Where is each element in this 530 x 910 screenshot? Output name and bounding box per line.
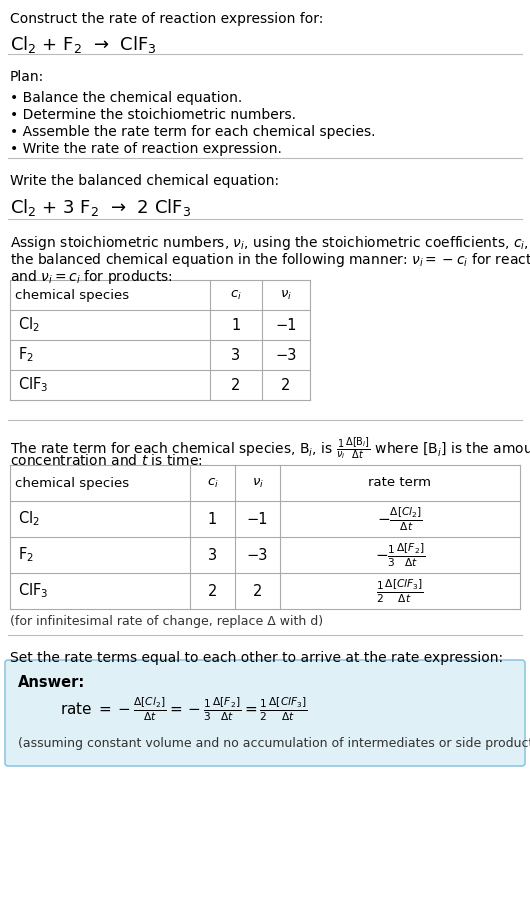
Text: the balanced chemical equation in the following manner: $\nu_i = -c_i$ for react: the balanced chemical equation in the fo…	[10, 251, 530, 269]
Text: ClF$_3$: ClF$_3$	[18, 376, 48, 394]
Text: 2: 2	[208, 583, 217, 599]
FancyBboxPatch shape	[5, 660, 525, 766]
Text: $\nu_i$: $\nu_i$	[280, 288, 292, 301]
Text: Cl$_2$: Cl$_2$	[18, 510, 40, 529]
Text: $c_i$: $c_i$	[230, 288, 242, 301]
Text: F$_2$: F$_2$	[18, 346, 34, 364]
Text: • Balance the chemical equation.: • Balance the chemical equation.	[10, 91, 242, 105]
Text: Set the rate terms equal to each other to arrive at the rate expression:: Set the rate terms equal to each other t…	[10, 651, 503, 665]
Text: $-\frac{\Delta[Cl_2]}{\Delta t}$: $-\frac{\Delta[Cl_2]}{\Delta t}$	[377, 505, 423, 533]
Text: 1: 1	[208, 511, 217, 527]
Text: 2: 2	[253, 583, 262, 599]
Text: −1: −1	[247, 511, 268, 527]
Text: (for infinitesimal rate of change, replace Δ with d): (for infinitesimal rate of change, repla…	[10, 615, 323, 628]
Text: −3: −3	[247, 548, 268, 562]
Text: • Assemble the rate term for each chemical species.: • Assemble the rate term for each chemic…	[10, 125, 375, 139]
Text: Cl$_2$ + F$_2$  →  ClF$_3$: Cl$_2$ + F$_2$ → ClF$_3$	[10, 34, 157, 55]
Text: concentration and $t$ is time:: concentration and $t$ is time:	[10, 453, 202, 468]
Text: 1: 1	[232, 318, 241, 332]
Text: Cl$_2$ + 3 F$_2$  →  2 ClF$_3$: Cl$_2$ + 3 F$_2$ → 2 ClF$_3$	[10, 197, 191, 218]
Text: Write the balanced chemical equation:: Write the balanced chemical equation:	[10, 174, 279, 188]
Text: chemical species: chemical species	[15, 288, 129, 301]
Text: 3: 3	[208, 548, 217, 562]
Text: Answer:: Answer:	[18, 675, 85, 690]
Text: F$_2$: F$_2$	[18, 546, 34, 564]
Text: • Write the rate of reaction expression.: • Write the rate of reaction expression.	[10, 142, 282, 156]
Text: 3: 3	[232, 348, 241, 362]
Text: (assuming constant volume and no accumulation of intermediates or side products): (assuming constant volume and no accumul…	[18, 737, 530, 750]
Text: and $\nu_i = c_i$ for products:: and $\nu_i = c_i$ for products:	[10, 268, 173, 286]
Text: Construct the rate of reaction expression for:: Construct the rate of reaction expressio…	[10, 12, 323, 26]
Text: chemical species: chemical species	[15, 477, 129, 490]
Text: −3: −3	[275, 348, 297, 362]
Text: Plan:: Plan:	[10, 70, 44, 84]
Text: 2: 2	[281, 378, 290, 392]
Text: −1: −1	[275, 318, 297, 332]
Text: The rate term for each chemical species, B$_i$, is $\frac{1}{\nu_i}\frac{\Delta[: The rate term for each chemical species,…	[10, 436, 530, 462]
Text: $\nu_i$: $\nu_i$	[252, 477, 263, 490]
Text: 2: 2	[231, 378, 241, 392]
Text: $c_i$: $c_i$	[207, 477, 218, 490]
Text: rate term: rate term	[368, 477, 431, 490]
Text: rate $= -\frac{\Delta[Cl_2]}{\Delta t} = -\frac{1}{3}\frac{\Delta[F_2]}{\Delta t: rate $= -\frac{\Delta[Cl_2]}{\Delta t} =…	[60, 695, 308, 723]
Text: Assign stoichiometric numbers, $\nu_i$, using the stoichiometric coefficients, $: Assign stoichiometric numbers, $\nu_i$, …	[10, 234, 530, 252]
Text: $\frac{1}{2}\frac{\Delta[ClF_3]}{\Delta t}$: $\frac{1}{2}\frac{\Delta[ClF_3]}{\Delta …	[376, 577, 424, 605]
Text: • Determine the stoichiometric numbers.: • Determine the stoichiometric numbers.	[10, 108, 296, 122]
Text: $-\frac{1}{3}\frac{\Delta[F_2]}{\Delta t}$: $-\frac{1}{3}\frac{\Delta[F_2]}{\Delta t…	[375, 541, 425, 569]
Text: Cl$_2$: Cl$_2$	[18, 316, 40, 334]
Text: ClF$_3$: ClF$_3$	[18, 581, 48, 601]
